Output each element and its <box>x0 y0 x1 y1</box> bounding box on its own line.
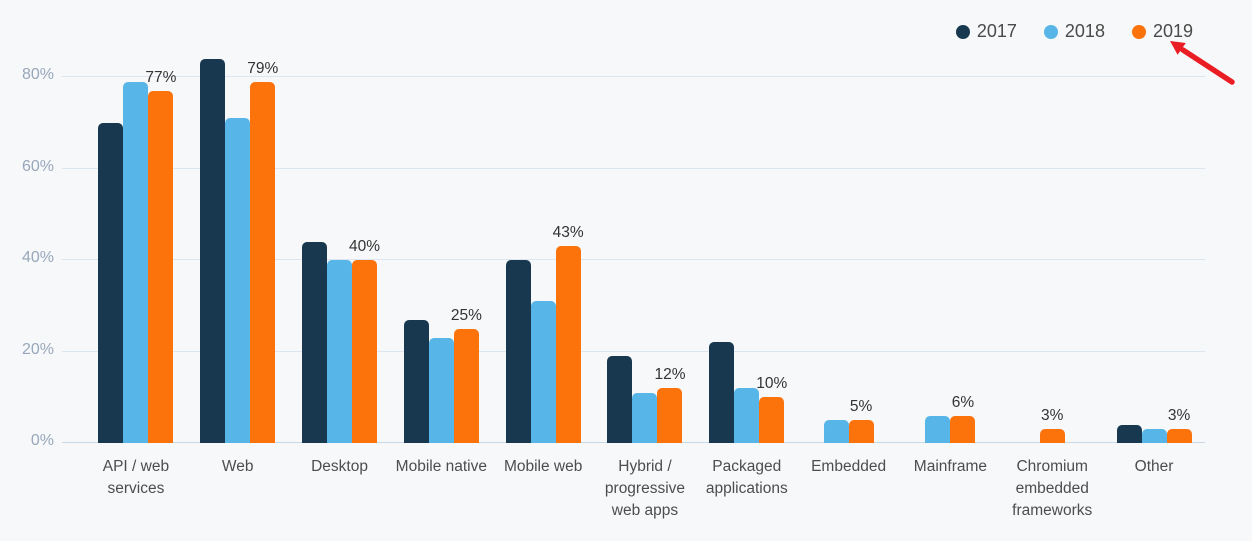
bar-value-label: 5% <box>849 398 873 416</box>
gridline-20%: 20% <box>22 341 1205 358</box>
bar-value-label: 77% <box>145 68 177 86</box>
bar-2018 <box>327 260 353 443</box>
bar-2019: 77% <box>145 69 176 443</box>
bar-2019: 3% <box>1039 407 1065 443</box>
bar-group-5: 43% <box>492 224 594 443</box>
x-axis-label: Embedded <box>811 458 887 475</box>
x-axis-label: Other <box>1134 458 1174 475</box>
bar-group-6: 12% <box>594 356 696 443</box>
bar-2017 <box>505 260 531 443</box>
legend-label-2019: 2019 <box>1152 21 1193 41</box>
bar-group-1: 77% <box>85 69 187 443</box>
x-axis-label: Desktop <box>311 458 368 475</box>
y-axis-tick-label: 0% <box>30 432 54 449</box>
x-axis-label: Chromium embedded frameworks <box>1012 458 1093 519</box>
legend-swatch-2019-icon <box>1131 24 1146 39</box>
legend-swatch-2018-icon <box>1043 24 1058 39</box>
y-axis-tick-label: 60% <box>21 157 54 175</box>
bar-2018 <box>428 337 454 443</box>
x-axis-label: Web <box>221 458 254 475</box>
x-axis-label: API / web services <box>102 458 170 497</box>
bar-group-2: 79% <box>187 58 289 443</box>
bar-group-4: 25% <box>390 307 492 443</box>
bar-2018 <box>734 388 760 443</box>
bar-2018 <box>225 118 251 443</box>
bar-value-label: 79% <box>247 59 279 77</box>
bar-2019: 40% <box>349 238 380 443</box>
gridline-40%: 40% <box>22 249 1205 266</box>
bar-2019: 79% <box>247 60 278 443</box>
bar-2019: 25% <box>451 307 482 443</box>
bar-group-11: 3% <box>1103 407 1205 443</box>
legend-label-2018: 2018 <box>1064 21 1105 41</box>
bar-value-label: 25% <box>450 306 482 324</box>
bar-2017 <box>1116 424 1142 443</box>
legend-item-2018: 2018 <box>1043 21 1105 42</box>
bar-value-label: 40% <box>349 238 381 255</box>
y-axis-tick-label: 80% <box>21 66 54 83</box>
bar-2017 <box>302 241 328 443</box>
bar-2018 <box>632 392 658 443</box>
bar-2019: 6% <box>950 394 976 443</box>
bar-group-3: 40% <box>289 238 391 443</box>
bar-group-7: 10% <box>696 342 798 443</box>
legend-label-2017: 2017 <box>976 21 1017 41</box>
bar-2019: 10% <box>756 375 787 443</box>
bar-2018 <box>530 301 556 443</box>
bars-row: 77% 79% 40% 25% 43% 12% 10% 5% 6% 3% 3% <box>85 58 1205 443</box>
x-axis-label: Packaged applications <box>705 458 788 497</box>
legend: 2017 2018 2019 <box>955 21 1193 42</box>
bar-value-label: 3% <box>1167 407 1191 425</box>
bar-2018 <box>123 81 149 443</box>
bar-2019: 43% <box>553 224 584 443</box>
x-axis-label: Mainframe <box>913 458 988 475</box>
bar-2017 <box>403 319 429 443</box>
plot-area: 0% 20% 40% 60% 80% 77% 79% 40% 25% 43% 12% 10% 5% 6%… <box>22 23 1205 449</box>
bar-2017 <box>98 122 124 443</box>
bar-2018 <box>1141 429 1167 443</box>
bar-2018 <box>823 420 849 443</box>
bar-value-label: 3% <box>1041 407 1064 425</box>
bar-2018 <box>925 415 951 443</box>
bar-group-9: 6% <box>900 394 1002 443</box>
bar-value-label: 6% <box>951 393 975 411</box>
y-axis-tick-label: 40% <box>21 249 54 266</box>
bar-2019: 5% <box>848 398 874 443</box>
y-axis-tick-label: 20% <box>21 340 54 358</box>
x-axis-labels: API / web services Web Desktop Mobile nativ… <box>85 456 1205 522</box>
bar-value-label: 10% <box>756 375 788 393</box>
bar-2017 <box>200 58 226 443</box>
bar-2017 <box>607 356 633 443</box>
gridline-80%: 80% <box>22 66 1205 83</box>
legend-swatch-2017-icon <box>955 24 970 39</box>
bar-group-10: 3% <box>1001 407 1103 443</box>
bar-2019: 3% <box>1166 407 1192 443</box>
bar-value-label: 12% <box>654 366 686 384</box>
legend-item-2019: 2019 <box>1131 21 1193 42</box>
legend-item-2017: 2017 <box>955 21 1017 42</box>
bar-value-label: 43% <box>552 224 584 242</box>
x-axis-label: Mobile native <box>395 458 487 475</box>
bar-group-8: 5% <box>798 398 900 443</box>
bar-2019: 12% <box>654 366 685 443</box>
bar-2017 <box>709 342 735 443</box>
x-axis-label: Mobile web <box>503 458 583 475</box>
gridline-60%: 60% <box>22 158 1205 175</box>
x-axis-label: Hybrid / progressive web apps <box>604 458 686 519</box>
